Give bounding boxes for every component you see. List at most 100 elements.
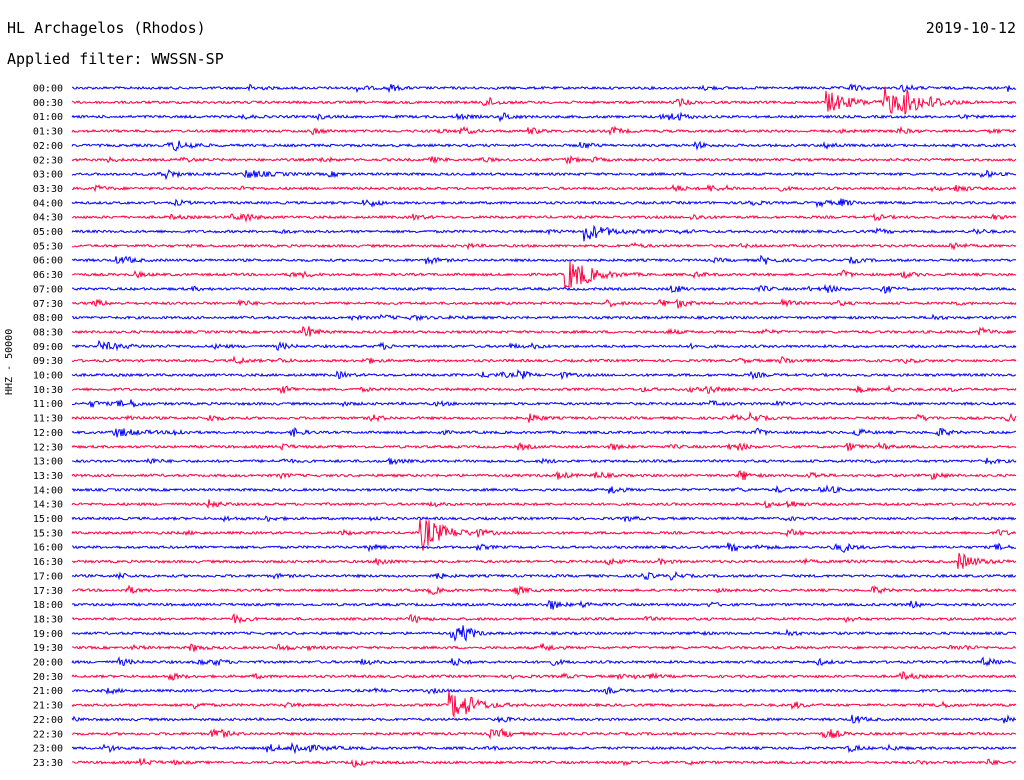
time-tick-label: 03:30	[33, 184, 63, 195]
trace-1330	[71, 470, 1017, 481]
trace-1400	[71, 484, 1017, 494]
trace-1830	[71, 613, 1017, 625]
trace-1500	[71, 515, 1017, 523]
time-tick-label: 05:00	[33, 227, 63, 238]
trace-0730	[71, 297, 1017, 309]
time-tick-label: 08:00	[33, 313, 63, 324]
trace-0330	[72, 183, 1017, 193]
time-tick-label: 09:00	[33, 342, 63, 353]
time-tick-label: 18:00	[33, 600, 63, 611]
time-tick-label: 22:30	[33, 729, 63, 740]
filter-label: Applied filter: WWSSN-SP	[7, 50, 224, 68]
trace-1200	[71, 426, 1017, 438]
trace-1530	[71, 519, 1017, 551]
time-tick-label: 11:30	[33, 414, 63, 425]
trace-0200	[71, 140, 1017, 152]
trace-0230	[71, 155, 1017, 165]
trace-1300	[71, 457, 1017, 466]
time-tick-label: 18:30	[33, 614, 63, 625]
time-tick-label: 09:30	[33, 356, 63, 367]
time-tick-label: 14:30	[33, 500, 63, 511]
time-tick-label: 00:00	[33, 84, 63, 95]
trace-2300	[71, 741, 1017, 755]
trace-0100	[71, 111, 1017, 123]
trace-2030	[71, 671, 1017, 681]
time-tick-label: 04:00	[33, 198, 63, 209]
trace-0130	[71, 125, 1017, 136]
time-tick-label: 22:00	[33, 715, 63, 726]
time-tick-label: 08:30	[33, 327, 63, 338]
time-tick-label: 15:30	[33, 528, 63, 539]
trace-0930	[71, 355, 1017, 365]
trace-0000	[72, 83, 1017, 94]
trace-0830	[71, 325, 1017, 337]
trace-0700	[71, 283, 1017, 294]
trace-1700	[71, 570, 1017, 581]
trace-0600	[71, 254, 1016, 266]
time-tick-label: 06:30	[33, 270, 63, 281]
trace-1630	[71, 552, 1017, 569]
time-tick-label: 19:00	[33, 629, 63, 640]
trace-1800	[71, 599, 1017, 610]
time-tick-label: 17:30	[33, 586, 63, 597]
trace-1100	[72, 399, 1017, 408]
trace-0300	[71, 168, 1017, 181]
time-tick-label: 20:00	[33, 658, 63, 669]
time-tick-label: 12:30	[33, 442, 63, 453]
date-label: 2019-10-12	[925, 19, 1016, 37]
trace-0430	[71, 212, 1017, 223]
time-tick-label: 17:00	[33, 571, 63, 582]
time-tick-label: 10:00	[33, 371, 63, 382]
time-tick-label: 16:30	[33, 557, 63, 568]
trace-group	[71, 83, 1017, 768]
time-tick-label: 00:30	[33, 98, 63, 109]
trace-0500	[71, 224, 1017, 242]
trace-0400	[71, 198, 1017, 209]
trace-2230	[71, 727, 1017, 740]
time-tick-label: 13:30	[33, 471, 63, 482]
time-tick-label: 07:00	[33, 284, 63, 295]
trace-0900	[71, 339, 1017, 352]
time-tick-label: 01:00	[33, 112, 63, 123]
trace-0530	[72, 241, 1017, 251]
trace-1600	[71, 542, 1017, 553]
time-tick-label: 14:00	[33, 485, 63, 496]
trace-1030	[71, 384, 1017, 394]
trace-1230	[71, 441, 1017, 452]
time-tick-label: 19:30	[33, 643, 63, 654]
trace-0800	[71, 313, 1017, 322]
trace-1130	[71, 411, 1017, 423]
time-tick-label: 02:00	[33, 141, 63, 152]
time-tick-label: 20:30	[33, 672, 63, 683]
trace-0030	[71, 86, 1017, 115]
time-tick-label: 06:00	[33, 256, 63, 267]
time-tick-label: 16:00	[33, 543, 63, 554]
time-tick-label: 21:30	[33, 701, 63, 712]
time-tick-label: 04:30	[33, 213, 63, 224]
time-tick-label: 15:00	[33, 514, 63, 525]
time-tick-label: 21:00	[33, 686, 63, 697]
trace-2100	[72, 686, 1017, 696]
time-tick-label: 02:30	[33, 155, 63, 166]
time-tick-label: 23:30	[33, 758, 63, 769]
trace-2330	[71, 758, 1017, 768]
trace-1430	[71, 499, 1017, 509]
trace-2130	[71, 689, 1017, 719]
time-tick-label: 11:00	[33, 399, 63, 410]
time-tick-label: 12:00	[33, 428, 63, 439]
tick-label-group: 00:00 00:30 01:00 01:30 02:00 02:30 03:00 03:30…	[33, 84, 63, 769]
trace-1730	[71, 584, 1017, 596]
trace-1900	[71, 625, 1017, 643]
trace-1930	[71, 643, 1017, 652]
time-tick-label: 23:00	[33, 744, 63, 755]
time-tick-label: 05:30	[33, 241, 63, 252]
trace-0630	[71, 261, 1017, 289]
trace-1000	[71, 369, 1017, 381]
time-tick-label: 01:30	[33, 127, 63, 138]
time-tick-label: 07:30	[33, 299, 63, 310]
time-tick-label: 13:00	[33, 457, 63, 468]
trace-2200	[71, 714, 1017, 725]
time-tick-label: 10:30	[33, 385, 63, 396]
trace-2000	[71, 656, 1017, 667]
